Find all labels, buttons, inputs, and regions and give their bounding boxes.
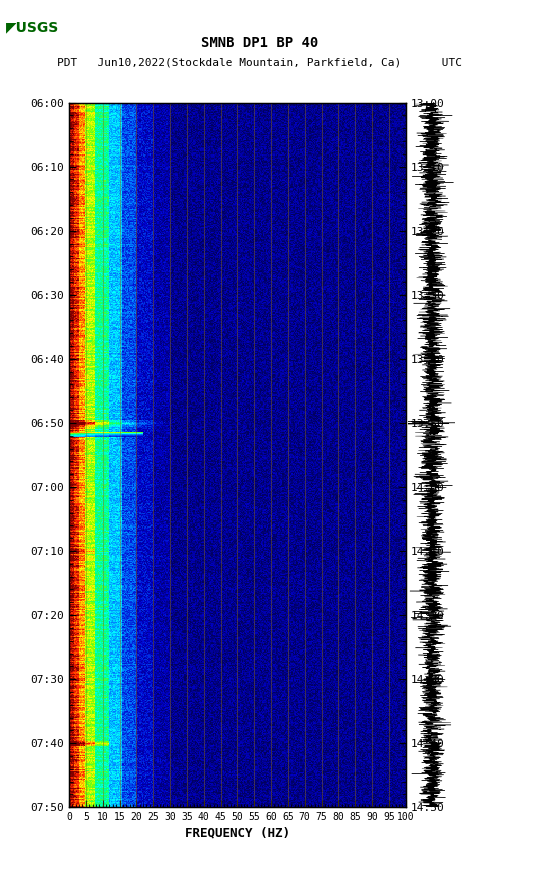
Text: ◤USGS: ◤USGS [6, 21, 59, 35]
Text: SMNB DP1 BP 40: SMNB DP1 BP 40 [201, 36, 318, 50]
Text: PDT   Jun10,2022(Stockdale Mountain, Parkfield, Ca)      UTC: PDT Jun10,2022(Stockdale Mountain, Parkf… [57, 57, 462, 68]
X-axis label: FREQUENCY (HZ): FREQUENCY (HZ) [185, 826, 290, 839]
